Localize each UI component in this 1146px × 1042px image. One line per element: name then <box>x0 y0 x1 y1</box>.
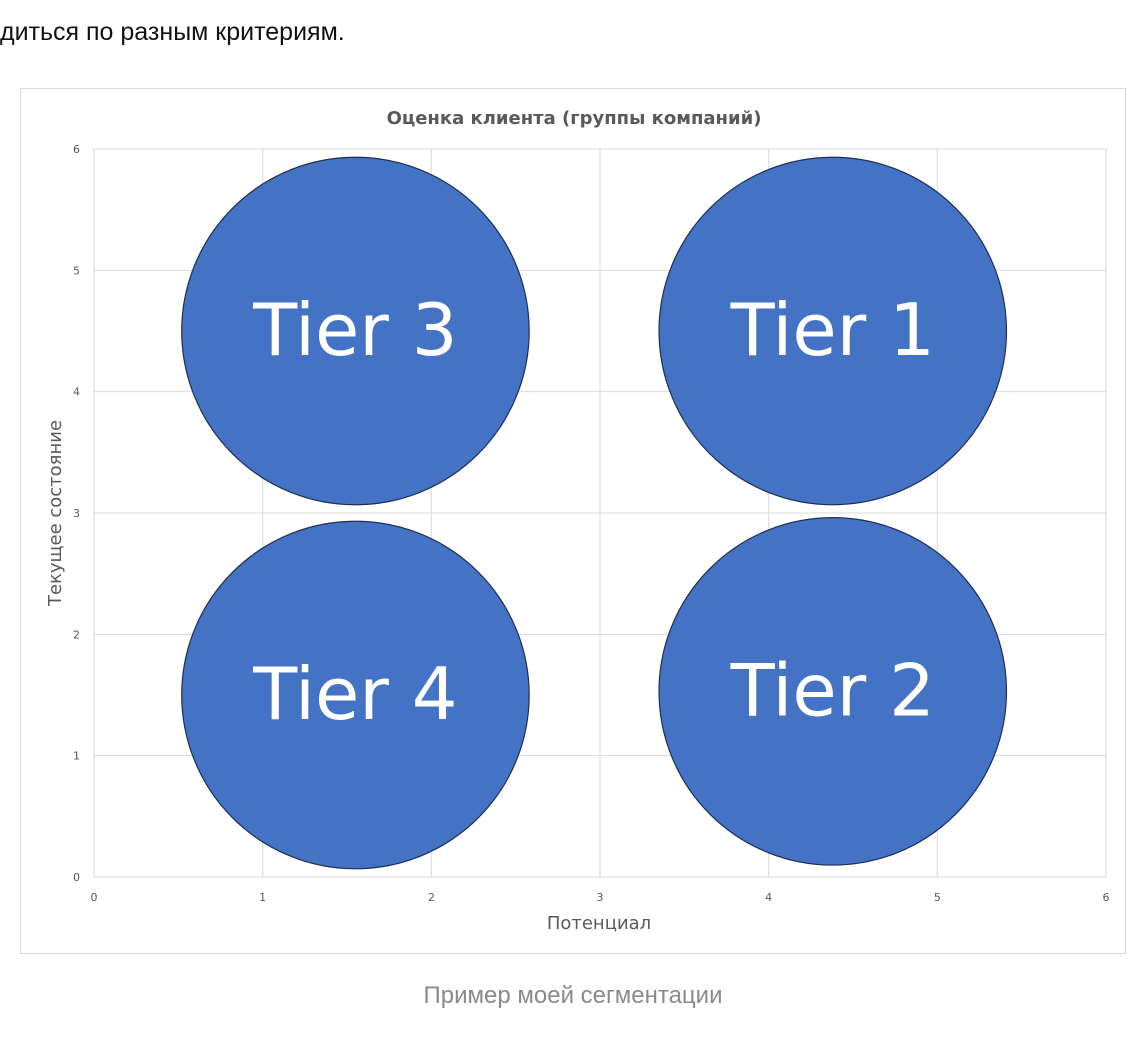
y-tick-label: 4 <box>73 386 80 399</box>
y-tick-label: 6 <box>73 143 80 156</box>
x-tick-label: 4 <box>765 891 772 904</box>
chart-tick-labels: 0 1 2 3 4 5 6 0 1 2 3 4 5 6 <box>73 143 1110 904</box>
y-tick-label: 1 <box>73 750 80 763</box>
article-intro-text: диться по разным критериям. <box>0 18 345 46</box>
y-tick-label: 5 <box>73 264 80 277</box>
x-axis-label: Потенциал <box>547 913 651 934</box>
bubble-label: Tier 2 <box>730 648 935 732</box>
bubble-tier-3 <box>181 156 530 506</box>
bubble-tier-1 <box>658 156 1008 506</box>
bubble-label: Tier 1 <box>730 288 935 372</box>
bubble-tier-4 <box>181 520 530 870</box>
x-tick-label: 0 <box>91 891 98 904</box>
x-tick-label: 3 <box>597 891 604 904</box>
bubble-label: Tier 3 <box>252 288 457 372</box>
x-tick-label: 5 <box>934 891 941 904</box>
figure-caption: Пример моей сегментации <box>423 982 723 1009</box>
chart-bubbles: Tier 3 Tier 1 Tier 4 Tier 2 <box>181 156 1008 870</box>
chart-title: Оценка клиента (группы компаний) <box>387 108 762 129</box>
y-tick-label: 2 <box>73 628 80 641</box>
y-tick-label: 3 <box>73 507 80 520</box>
y-tick-label: 0 <box>73 871 80 884</box>
x-tick-label: 1 <box>259 891 266 904</box>
x-tick-label: 6 <box>1103 891 1110 904</box>
x-tick-label: 2 <box>428 891 435 904</box>
bubble-tier-2 <box>658 517 1008 866</box>
y-axis-label: Текущее состояние <box>45 420 66 607</box>
bubble-label: Tier 4 <box>252 652 457 736</box>
